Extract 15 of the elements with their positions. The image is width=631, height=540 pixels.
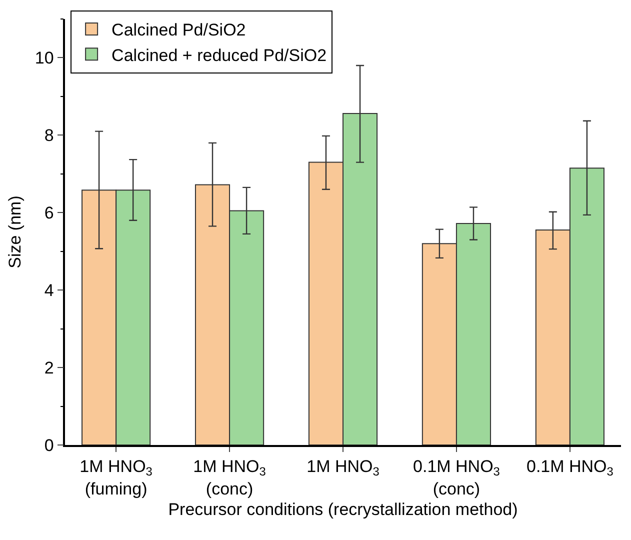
y-tick-label: 8 [44, 126, 54, 146]
y-axis-title: Size (nm) [6, 196, 24, 268]
x-axis-title: Precursor conditions (recrystallization method) [168, 500, 518, 520]
x-tick-label: 1M HNO$_{3}$ [306, 457, 380, 479]
x-tick-label: 0.1M HNO$_{3}$ (conc) [413, 457, 500, 498]
y-tick-label: 4 [44, 281, 54, 300]
y-tick-label: 10 [34, 48, 54, 68]
y-tick-label: 2 [44, 358, 54, 378]
x-tick-label: 0.1M HNO$_{3}$ [526, 457, 614, 479]
y-tick-label: 0 [44, 436, 54, 455]
y-tick-label: 6 [44, 204, 54, 223]
legend-label: Calcined Pd/SiO2 [112, 20, 246, 40]
x-tick-label: 1M HNO$_{3}$ (conc) [193, 457, 266, 498]
x-tick-label: 1M HNO$_{3}$ (fuming) [80, 457, 153, 498]
legend-label: Calcined + reduced Pd/SiO2 [112, 46, 327, 65]
